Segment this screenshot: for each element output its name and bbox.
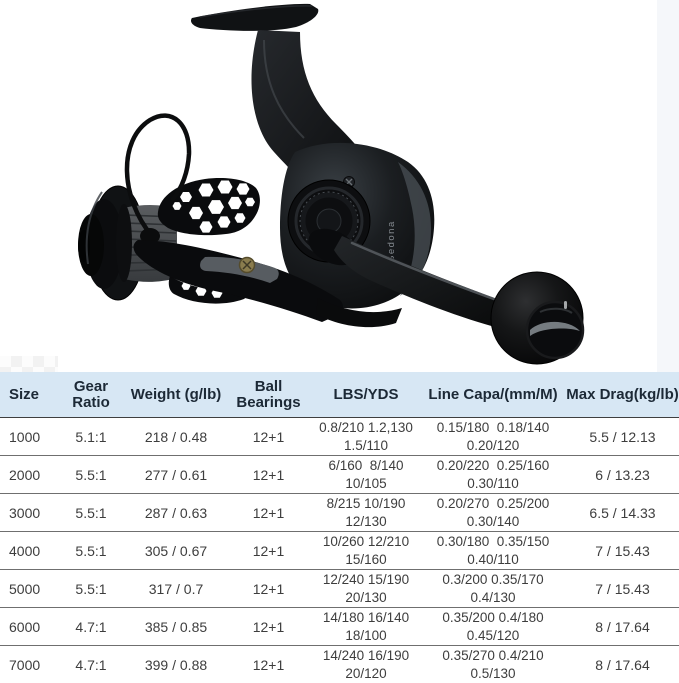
- table-row: 5000 5.5:1 317 / 0.7 12+1 12/240 15/190 20/1…: [0, 570, 679, 608]
- transparency-checker-artifact: [0, 356, 58, 372]
- brand-marking-text: Sedona: [386, 220, 397, 262]
- cell-lbs_yds: 10/260 12/210 15/160: [322, 534, 410, 567]
- cell-ball_bearings: 12+1: [252, 466, 285, 483]
- cell-line_capa: 0.3/200 0.35/170 0.4/130: [442, 572, 544, 605]
- cell-size: 7000: [9, 656, 41, 673]
- cell-weight: 287 / 0.63: [144, 504, 208, 521]
- table-row: 7000 4.7:1 399 / 0.88 12+1 14/240 16/190 20/…: [0, 646, 679, 683]
- cell-weight: 317 / 0.7: [148, 580, 204, 597]
- cell-size: 1000: [9, 428, 41, 445]
- line-roller: [140, 228, 160, 244]
- table-row: 1000 5.1:1 218 / 0.48 12+1 0.8/210 1.2,130 1…: [0, 418, 679, 456]
- cell-weight: 305 / 0.67: [144, 542, 208, 559]
- cell-gear_ratio: 4.7:1: [75, 656, 107, 673]
- cell-gear_ratio: 5.5:1: [75, 542, 107, 559]
- table-row: 3000 5.5:1 287 / 0.63 12+1 8/215 10/190 12/1…: [0, 494, 679, 532]
- body-underside: [316, 298, 402, 328]
- cell-gear_ratio: 5.5:1: [75, 466, 107, 483]
- rotor-arm: [133, 240, 343, 322]
- cell-line_capa: 0.20/270 0.25/200 0.30/140: [436, 496, 550, 529]
- photo-edge-shadow: [657, 0, 679, 372]
- cell-lbs_yds: 6/160 8/140 10/105: [328, 458, 404, 491]
- header-line-capa: Line Capa/(mm/M): [428, 385, 558, 403]
- cell-line_capa: 0.35/200 0.4/180 0.45/120: [442, 610, 544, 643]
- cell-gear_ratio: 5.5:1: [75, 580, 107, 597]
- table-row: 2000 5.5:1 277 / 0.61 12+1 6/160 8/140 10/10…: [0, 456, 679, 494]
- cell-ball_bearings: 12+1: [252, 542, 285, 559]
- cell-lbs_yds: 12/240 15/190 20/130: [322, 572, 410, 605]
- reel-foot: [190, 3, 319, 31]
- cell-ball_bearings: 12+1: [252, 428, 285, 445]
- bail-wire: [124, 113, 192, 239]
- header-size: Size: [9, 385, 40, 403]
- cell-ball_bearings: 12+1: [252, 580, 285, 597]
- cell-max_drag: 8 / 17.64: [595, 656, 650, 673]
- cell-max_drag: 8 / 17.64: [595, 618, 650, 635]
- cell-line_capa: 0.15/180 0.18/140 0.20/120: [436, 420, 550, 453]
- cell-weight: 218 / 0.48: [144, 428, 208, 445]
- cell-line_capa: 0.30/180 0.35/150 0.40/110: [436, 534, 550, 567]
- cell-max_drag: 6 / 13.23: [595, 466, 650, 483]
- cell-max_drag: 7 / 15.43: [595, 542, 650, 559]
- cell-size: 6000: [9, 618, 41, 635]
- cell-gear_ratio: 5.5:1: [75, 504, 107, 521]
- cell-gear_ratio: 4.7:1: [75, 618, 107, 635]
- product-photo-area: Sedona: [0, 0, 679, 372]
- cell-weight: 277 / 0.61: [144, 466, 208, 483]
- header-ball-bearings: Ball Bearings: [236, 377, 301, 411]
- cell-lbs_yds: 8/215 10/190 12/130: [326, 496, 406, 529]
- cell-lbs_yds: 14/180 16/140 18/100: [322, 610, 410, 643]
- spec-table-header: Size Gear Ratio Weight (g/lb) Ball Beari…: [0, 372, 679, 418]
- handle-arm: [308, 228, 530, 333]
- header-gear-ratio: Gear Ratio: [72, 377, 110, 411]
- cell-size: 4000: [9, 542, 41, 559]
- cell-max_drag: 6.5 / 14.33: [589, 504, 656, 521]
- cell-ball_bearings: 12+1: [252, 618, 285, 635]
- cell-ball_bearings: 12+1: [252, 656, 285, 673]
- table-row: 6000 4.7:1 385 / 0.85 12+1 14/180 16/140 18/…: [0, 608, 679, 646]
- cell-lbs_yds: 0.8/210 1.2,130 1.5/110: [319, 420, 413, 453]
- cell-line_capa: 0.20/220 0.25/160 0.30/110: [436, 458, 550, 491]
- spec-table: Size Gear Ratio Weight (g/lb) Ball Beari…: [0, 372, 679, 683]
- cell-max_drag: 7 / 15.43: [595, 580, 650, 597]
- cell-weight: 385 / 0.85: [144, 618, 208, 635]
- cell-weight: 399 / 0.88: [144, 656, 208, 673]
- header-weight: Weight (g/lb): [130, 385, 222, 403]
- table-row: 4000 5.5:1 305 / 0.67 12+1 10/260 12/210 15/…: [0, 532, 679, 570]
- honeycomb-skirt-top: [157, 178, 260, 236]
- cell-ball_bearings: 12+1: [252, 504, 285, 521]
- header-max-drag: Max Drag(kg/lb): [566, 385, 679, 403]
- spec-table-body: 1000 5.1:1 218 / 0.48 12+1 0.8/210 1.2,130 1…: [0, 418, 679, 683]
- cell-size: 3000: [9, 504, 41, 521]
- cell-size: 5000: [9, 580, 41, 597]
- hex-cutouts-top: [172, 180, 255, 233]
- cell-size: 2000: [9, 466, 41, 483]
- cell-max_drag: 5.5 / 12.13: [589, 428, 656, 445]
- handle-knob: [490, 271, 585, 365]
- header-lbs-yds: LBS/YDS: [333, 385, 399, 403]
- fishing-reel-photo: Sedona: [78, 3, 585, 365]
- cell-gear_ratio: 5.1:1: [75, 428, 107, 445]
